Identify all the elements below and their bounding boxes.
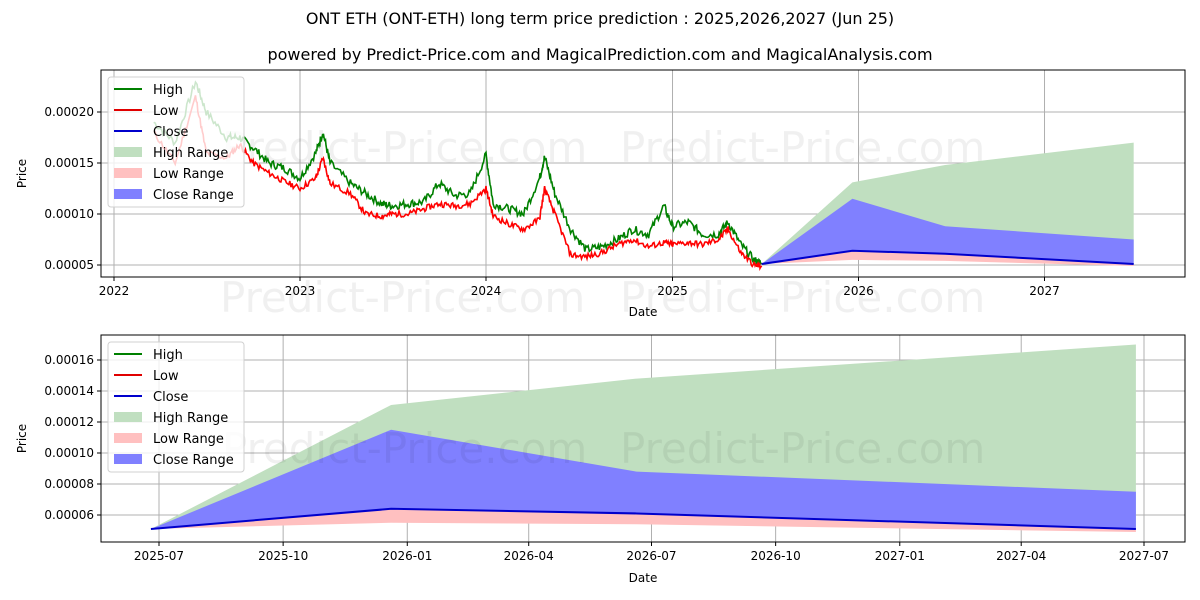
legend-item-low: Low	[114, 104, 179, 119]
x-tick-label: 2024	[471, 284, 502, 298]
legend-label: High	[153, 348, 183, 363]
x-axis-label: Date	[629, 571, 658, 585]
low-line	[153, 95, 763, 272]
y-tick-label: 0.00012	[44, 415, 94, 429]
x-tick-label: 2026-10	[751, 549, 801, 563]
legend-label: Close Range	[153, 453, 234, 468]
y-tick-label: 0.00010	[44, 207, 94, 221]
x-tick-label: 2026-07	[626, 549, 676, 563]
plot-frame	[100, 69, 1186, 278]
legend-label: Low	[153, 104, 179, 119]
legend-item-high-range: High Range	[114, 411, 228, 426]
legend-patch-swatch	[114, 168, 142, 178]
y-axis-label: Price	[15, 424, 29, 453]
low-range-area	[150, 508, 1136, 533]
x-tick-label: 2027-04	[996, 549, 1046, 563]
legend-item-high: High	[114, 83, 183, 98]
x-tick-label: 2025-10	[258, 549, 308, 563]
legend-label: Close	[153, 390, 188, 405]
legend-patch-swatch	[114, 147, 142, 157]
legend-label: Low Range	[153, 432, 224, 447]
y-tick-label: 0.00020	[44, 105, 94, 119]
watermark-text: Predict-Price.com	[620, 273, 985, 322]
x-tick-label: 2023	[285, 284, 316, 298]
watermark-text: Predict-Price.com	[222, 123, 587, 172]
x-tick-label: 2027-01	[875, 549, 925, 563]
legend-item-high-range: High Range	[114, 146, 228, 161]
y-tick-label: 0.00010	[44, 446, 94, 460]
chart-title: ONT ETH (ONT-ETH) long term price predic…	[305, 9, 895, 28]
close-line	[761, 249, 1134, 265]
legend-item-close: Close	[114, 390, 188, 405]
x-tick-label: 2022	[99, 284, 130, 298]
x-tick-label: 2027-07	[1119, 549, 1169, 563]
close-range-area	[150, 429, 1136, 529]
legend-label: Close	[153, 125, 188, 140]
x-tick-label: 2025	[657, 284, 688, 298]
legend-patch-swatch	[114, 412, 142, 422]
close-line	[150, 507, 1136, 530]
watermark-text: Predict-Price.com	[620, 424, 985, 473]
legend-item-close-range: Close Range	[114, 188, 234, 203]
x-tick-label: 2025-07	[134, 549, 184, 563]
legend-patch-swatch	[114, 189, 142, 199]
legend-label: Close Range	[153, 188, 234, 203]
y-tick-label: 0.00005	[44, 258, 94, 272]
legend-item-close-range: Close Range	[114, 453, 234, 468]
legend-item-low: Low	[114, 369, 179, 384]
y-tick-label: 0.00006	[44, 508, 94, 522]
legend-item-high: High	[114, 348, 183, 363]
y-tick-label: 0.00015	[44, 156, 94, 170]
x-tick-label: 2027	[1029, 284, 1060, 298]
chart-subtitle: powered by Predict-Price.com and Magical…	[267, 45, 933, 64]
legend-label: High Range	[153, 146, 228, 161]
x-tick-label: 2026-04	[504, 549, 554, 563]
x-axis-label: Date	[629, 305, 658, 319]
watermark-text: Predict-Price.com	[220, 273, 585, 322]
y-axis-label: Price	[15, 159, 29, 188]
legend-item-close: Close	[114, 125, 188, 140]
y-tick-label: 0.00008	[44, 477, 94, 491]
legend-item-low-range: Low Range	[114, 167, 224, 182]
legend-label: Low Range	[153, 167, 224, 182]
high-line	[153, 80, 763, 267]
bottom-chart-prediction: Predict-Price.com Predict-Price.com 2025-0…	[15, 334, 1186, 585]
legend-patch-swatch	[114, 433, 142, 443]
x-tick-label: 2026	[843, 284, 874, 298]
close-range-area	[761, 198, 1134, 264]
y-tick-label: 0.00016	[44, 353, 94, 367]
legend-patch-swatch	[114, 454, 142, 464]
plot-frame	[100, 334, 1186, 543]
watermark-text: Predict-Price.com	[620, 123, 985, 172]
low-range-area	[761, 250, 1134, 267]
y-tick-label: 0.00014	[44, 384, 94, 398]
watermark-text: Predict-Price.com	[222, 424, 587, 473]
legend-label: High	[153, 83, 183, 98]
top-chart-long-term: Predict-Price.com Predict-Price.com Predic…	[15, 69, 1186, 322]
legend-label: High Range	[153, 411, 228, 426]
legend-label: Low	[153, 369, 179, 384]
legend-item-low-range: Low Range	[114, 432, 224, 447]
x-tick-label: 2026-01	[382, 549, 432, 563]
